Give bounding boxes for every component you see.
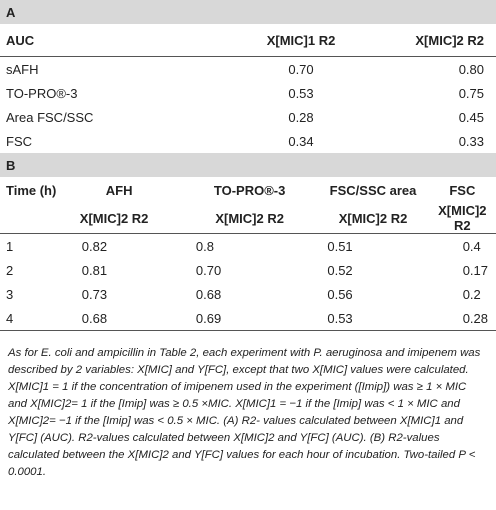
table-row: TO-PRO®-3 0.53 0.75 — [0, 81, 496, 105]
table-cell: 0.17 — [462, 262, 488, 278]
table-row: 1 0.82 0.8 0.51 0.4 — [0, 234, 496, 259]
column-header-xmic1: X[MIC]1 R2 — [186, 24, 376, 57]
table-cell: TO-PRO®-3 — [6, 85, 78, 101]
table-cell: 0.81 — [81, 262, 108, 278]
section-label-b: B — [0, 153, 496, 177]
column-header-auc: AUC — [0, 24, 186, 57]
table-cell: sAFH — [6, 61, 39, 77]
table-row: 3 0.73 0.68 0.56 0.2 — [0, 282, 496, 306]
column-header-fsc-ssc: FSC/SSC area — [329, 182, 417, 198]
subheader-xmic2: X[MIC]2 R2 — [75, 203, 190, 234]
column-header-xmic2: X[MIC]2 R2 — [376, 24, 496, 57]
table-cell: 0.53 — [288, 85, 314, 101]
table-cell: 0.53 — [309, 306, 437, 331]
table-cell: 0.68 — [195, 286, 222, 302]
table-cell: 0.69 — [189, 306, 310, 331]
table-cell: 0.70 — [288, 61, 314, 77]
table-cell: 0.68 — [75, 306, 190, 331]
subheader-xmic2: X[MIC]2 R2 — [309, 203, 437, 234]
table-cell: 0.56 — [327, 286, 353, 302]
subheader-blank — [0, 203, 76, 234]
table-row: 2 0.81 0.70 0.52 0.17 — [0, 258, 496, 282]
table-cell: 0.70 — [195, 262, 222, 278]
table-row: Area FSC/SSC 0.28 0.45 — [0, 105, 496, 129]
table-cell: FSC — [6, 133, 32, 149]
table-row: 4 0.68 0.69 0.53 0.28 — [0, 306, 496, 331]
table-cell: 0.45 — [458, 109, 484, 125]
subheader-xmic2: X[MIC]2 R2 — [436, 203, 496, 234]
table-cell: 0.4 — [462, 238, 481, 254]
table-cell: 1 — [6, 238, 14, 254]
table-cell: 0.73 — [81, 286, 108, 302]
table-cell: 0.52 — [327, 262, 353, 278]
table-row: sAFH 0.70 0.80 — [0, 57, 496, 82]
column-header-time: Time (h) — [6, 182, 57, 198]
column-header-afh: AFH — [105, 182, 133, 198]
table-cell: 0.28 — [288, 109, 314, 125]
section-label-a: A — [0, 0, 496, 24]
table-cell: 0.75 — [458, 85, 484, 101]
table-a: A AUC X[MIC]1 R2 X[MIC]2 R2 sAFH 0.70 0.… — [0, 0, 496, 153]
table-cell: 0.80 — [458, 61, 484, 77]
table-row: FSC 0.34 0.33 — [0, 129, 496, 153]
table-b: B Time (h) AFH TO-PRO®-3 FSC/SSC area FS… — [0, 153, 496, 331]
table-cell: 0.33 — [458, 133, 484, 149]
subheader-xmic2: X[MIC]2 R2 — [189, 203, 310, 234]
table-cell: 0.28 — [436, 306, 496, 331]
table-caption: As for E. coli and ampicillin in Table 2… — [8, 347, 481, 478]
table-cell: 0.82 — [81, 238, 108, 254]
table-cell: 0.2 — [462, 286, 481, 302]
column-header-fsc: FSC — [449, 182, 476, 198]
column-header-topro: TO-PRO®-3 — [213, 182, 286, 198]
table-cell: Area FSC/SSC — [6, 109, 94, 125]
table-cell: 4 — [0, 306, 76, 331]
table-cell: 3 — [6, 286, 14, 302]
table-cell: 0.34 — [288, 133, 314, 149]
table-cell: 0.8 — [195, 238, 214, 254]
table-cell: 2 — [6, 262, 14, 278]
table-cell: 0.51 — [327, 238, 353, 254]
